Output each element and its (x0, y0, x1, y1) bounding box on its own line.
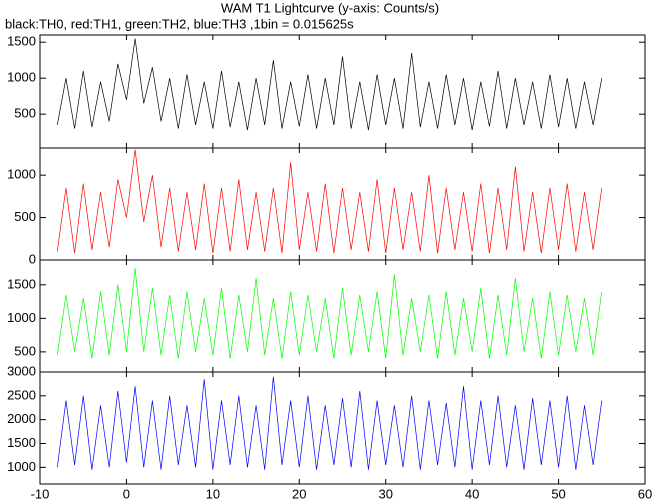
y-tick-label: 1500 (7, 34, 36, 49)
light-curve (56, 376, 603, 470)
panel-frame (39, 371, 646, 485)
x-tick-label: -10 (31, 486, 50, 501)
panel-frame (39, 34, 646, 149)
x-tick-label: 30 (378, 486, 392, 501)
y-tick-label: 2500 (7, 387, 36, 402)
panel-frame (39, 259, 646, 373)
panel-frame (39, 147, 646, 261)
x-tick-label: 60 (638, 486, 652, 501)
y-tick-label: 0 (29, 251, 36, 266)
y-tick-label: 500 (14, 209, 36, 224)
light-curve (56, 38, 603, 131)
y-tick-label: 1500 (7, 276, 36, 291)
x-tick-label: 0 (123, 486, 130, 501)
y-tick-label: 1000 (7, 70, 36, 85)
y-tick-label: 1000 (7, 167, 36, 182)
y-tick-label: 1000 (7, 310, 36, 325)
y-tick-label: 2000 (7, 411, 36, 426)
y-tick-label: 1000 (7, 459, 36, 474)
y-tick-label: 1500 (7, 435, 36, 450)
y-tick-label: 500 (14, 106, 36, 121)
y-tick-label: 500 (14, 343, 36, 358)
light-curve (56, 149, 603, 254)
x-tick-label: 40 (465, 486, 479, 501)
light-curve (56, 268, 603, 359)
x-tick-label: 50 (551, 486, 565, 501)
x-tick-label: 10 (206, 486, 220, 501)
y-tick-label: 3000 (7, 363, 36, 378)
x-tick-label: 20 (292, 486, 306, 501)
chart-subtitle: black:TH0, red:TH1, green:TH2, blue:TH3 … (5, 16, 354, 31)
chart-title: WAM T1 Lightcurve (y-axis: Counts/s) (221, 0, 439, 15)
